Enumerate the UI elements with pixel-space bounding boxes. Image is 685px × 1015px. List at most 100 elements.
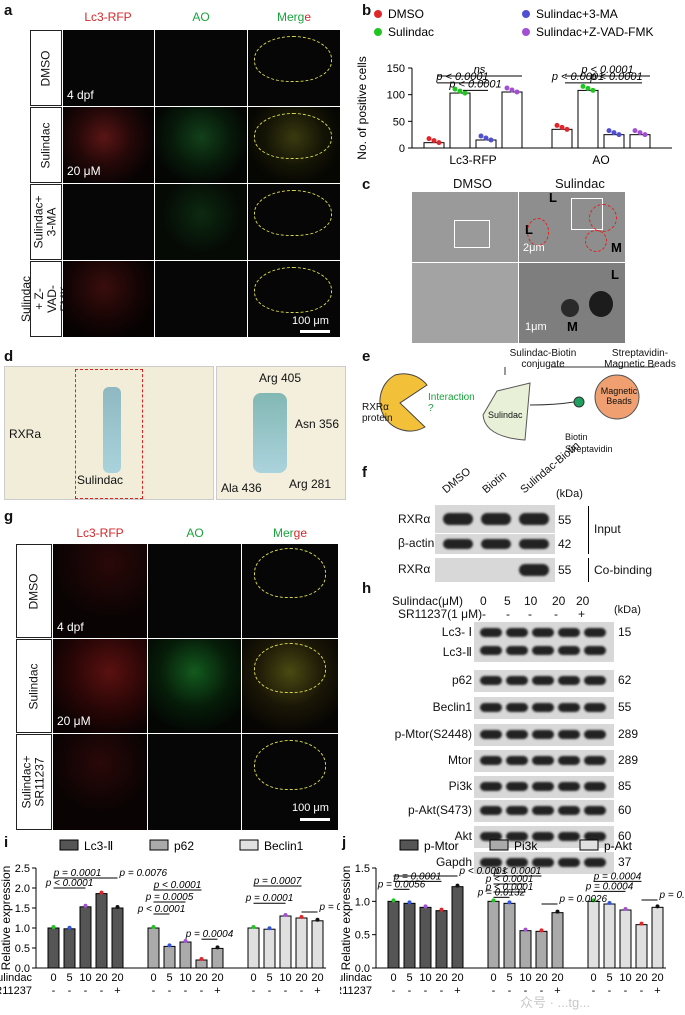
- chart-j-bar-2-4: [651, 906, 664, 969]
- d-rxra: RXRa: [9, 427, 42, 441]
- g-dose: 20 μM: [57, 714, 91, 728]
- chart-i-ytick-label-3: 1.5: [15, 903, 30, 915]
- g-img-dmso-ao: [148, 544, 241, 638]
- chart-i-xdose-1-1: 5: [166, 972, 172, 984]
- b-pt-1-2-2: [616, 132, 622, 138]
- chart-i-ann-2: p = 0.0076: [119, 868, 168, 879]
- g-row-dmso: DMSO: [16, 544, 52, 638]
- chart-i-bar-2-1: [263, 928, 276, 969]
- chart-i-ytick-label-4: 2.0: [15, 883, 30, 895]
- chart-i-xsr-0-1: -: [68, 985, 72, 997]
- chart-i-xsr-1-0: -: [152, 985, 156, 997]
- chart-i-xdose-1-2: 10: [179, 972, 191, 984]
- chart-j-legend-box-1: [489, 839, 509, 851]
- g-img-sul-lc3: [53, 639, 147, 733]
- chart-j-xdose-0-0: 0: [390, 972, 396, 984]
- panel-a-label: a: [4, 2, 13, 19]
- f-row-actin: β-actin: [398, 536, 435, 550]
- e-beads-title: Streptavidin- Magnetic Beads: [604, 348, 676, 370]
- chart-j-xdose-0-2: 10: [419, 972, 431, 984]
- chart-j-xsr-2-4: +: [654, 985, 660, 997]
- b-bar-1-1: [577, 89, 599, 149]
- a-row-dmso: DMSO: [30, 30, 62, 106]
- a-img-zvad-ao: [155, 261, 247, 337]
- chart-i-xdose-2-4: 20: [311, 972, 323, 984]
- chart-i-xsr-1-2: -: [184, 985, 188, 997]
- a-row-sulindac: Sulindac: [30, 107, 62, 183]
- chart-j-pt-0-2: [423, 904, 428, 909]
- a-img-3ma-merge: [248, 184, 340, 260]
- chart-i-ann-3: p < 0.0001: [153, 880, 202, 891]
- h-label-1: Lc3-Ⅱ: [442, 645, 472, 659]
- h-sr-label: SR11237(1 μM): [398, 607, 483, 621]
- d-sulindac: Sulindac: [77, 473, 124, 487]
- e-strep: Streptavidin: [565, 444, 613, 454]
- a-row-3ma: Sulindac+ 3-MA: [30, 184, 62, 260]
- chart-i-ann-0: p = 0.0001: [53, 868, 102, 879]
- g-img-sr-lc3: [53, 734, 147, 830]
- chart-i-pt-1-0: [151, 925, 156, 929]
- f-bracket-input: [588, 506, 589, 554]
- g-img-sr-merge: [242, 734, 338, 830]
- panel-j-label: j: [342, 834, 347, 851]
- h-label-2: p62: [451, 673, 472, 687]
- chart-j-xdose-2-0: 0: [590, 972, 596, 984]
- chart-j-bar-0-2: [419, 906, 432, 969]
- chart-i-xdose-0-1: 5: [66, 972, 72, 984]
- h-dose-label: Sulindac(μM): [392, 594, 463, 608]
- a-img-3ma-ao: [155, 184, 247, 260]
- f-blot-rxr-cobind: [435, 558, 555, 582]
- a-header-lc3: Lc3-RFP: [84, 10, 132, 24]
- chart-i-xdose-1-4: 20: [211, 972, 223, 984]
- h-blot-0: [474, 622, 614, 662]
- chart-i-xdose-0-4: 20: [111, 972, 123, 984]
- e-diagram: [379, 366, 655, 441]
- b-bar-1-2: [603, 134, 625, 149]
- chart-i-bar-2-3: [295, 917, 308, 969]
- chart-i-bar-2-0: [247, 927, 260, 969]
- chart-j-xdose-0-3: 20: [435, 972, 447, 984]
- c-dmso-title: DMSO: [453, 176, 492, 191]
- a-img-zvad-lc3: [63, 261, 154, 337]
- chart-j-ann-9: p = 0.0004: [585, 881, 634, 892]
- chart-j-ann-1: p = 0.0001: [393, 871, 442, 882]
- g-header-lc3: Lc3-RFP: [76, 526, 124, 540]
- chart-i-ytick-label-1: 0.5: [15, 943, 30, 955]
- chart-j-xdose-0-1: 5: [406, 972, 412, 984]
- chart-i-pt-2-0: [251, 925, 256, 929]
- b-ylabel: No. of positive cells: [355, 56, 369, 159]
- d-structure-left: RXRa Sulindac: [4, 366, 214, 500]
- b-pt-0-3-2: [514, 89, 520, 95]
- chart-i-xsr-2-4: +: [314, 985, 320, 997]
- chart-i-pt-2-1: [267, 926, 272, 931]
- chart-j-bar-1-1: [503, 902, 516, 969]
- chart-i-pt-0-2: [83, 903, 88, 908]
- chart-j-bar-0-1: [403, 902, 416, 969]
- h-kda-7: 60: [618, 803, 632, 817]
- chart-j-xlab-sr: SR11237: [340, 985, 372, 997]
- h-label-8: Akt: [454, 829, 472, 843]
- b-ann-2: p < 0.0001: [448, 78, 501, 90]
- chart-j-xsr-2-0: -: [592, 985, 596, 997]
- b-pt-0-0-2: [436, 140, 442, 146]
- chart-i-pt-1-3: [199, 957, 204, 961]
- chart-i-xsr-2-2: -: [284, 985, 288, 997]
- chart-j-ann-6: p = 0.0132: [477, 887, 526, 898]
- chart-j-xsr-0-3: -: [440, 985, 444, 997]
- g-img-dmso-merge: [242, 544, 338, 638]
- chart-j-bar-1-0: [487, 900, 500, 969]
- chart-j-ann-5: p < 0.0001: [485, 882, 534, 893]
- chart-j-legend-1: Pi3k: [514, 839, 538, 853]
- chart-i-legend-0: Lc3-Ⅱ: [84, 839, 113, 853]
- panel-h-label: h: [362, 580, 372, 597]
- h-blot-3: [474, 697, 614, 719]
- f-kda: (kDa): [556, 488, 583, 500]
- h-blot-2: [474, 670, 614, 692]
- chart-j-bar-2-2: [619, 909, 632, 969]
- c-scale1: 2μm: [523, 242, 545, 254]
- b-pt-1-3-2: [642, 132, 648, 138]
- chart-i-legend-box-1: [149, 839, 169, 851]
- chart-j-legend-2: p-Akt: [604, 839, 633, 853]
- g-scale-bar: [300, 818, 330, 821]
- e-rxr: RXRα protein: [362, 402, 393, 424]
